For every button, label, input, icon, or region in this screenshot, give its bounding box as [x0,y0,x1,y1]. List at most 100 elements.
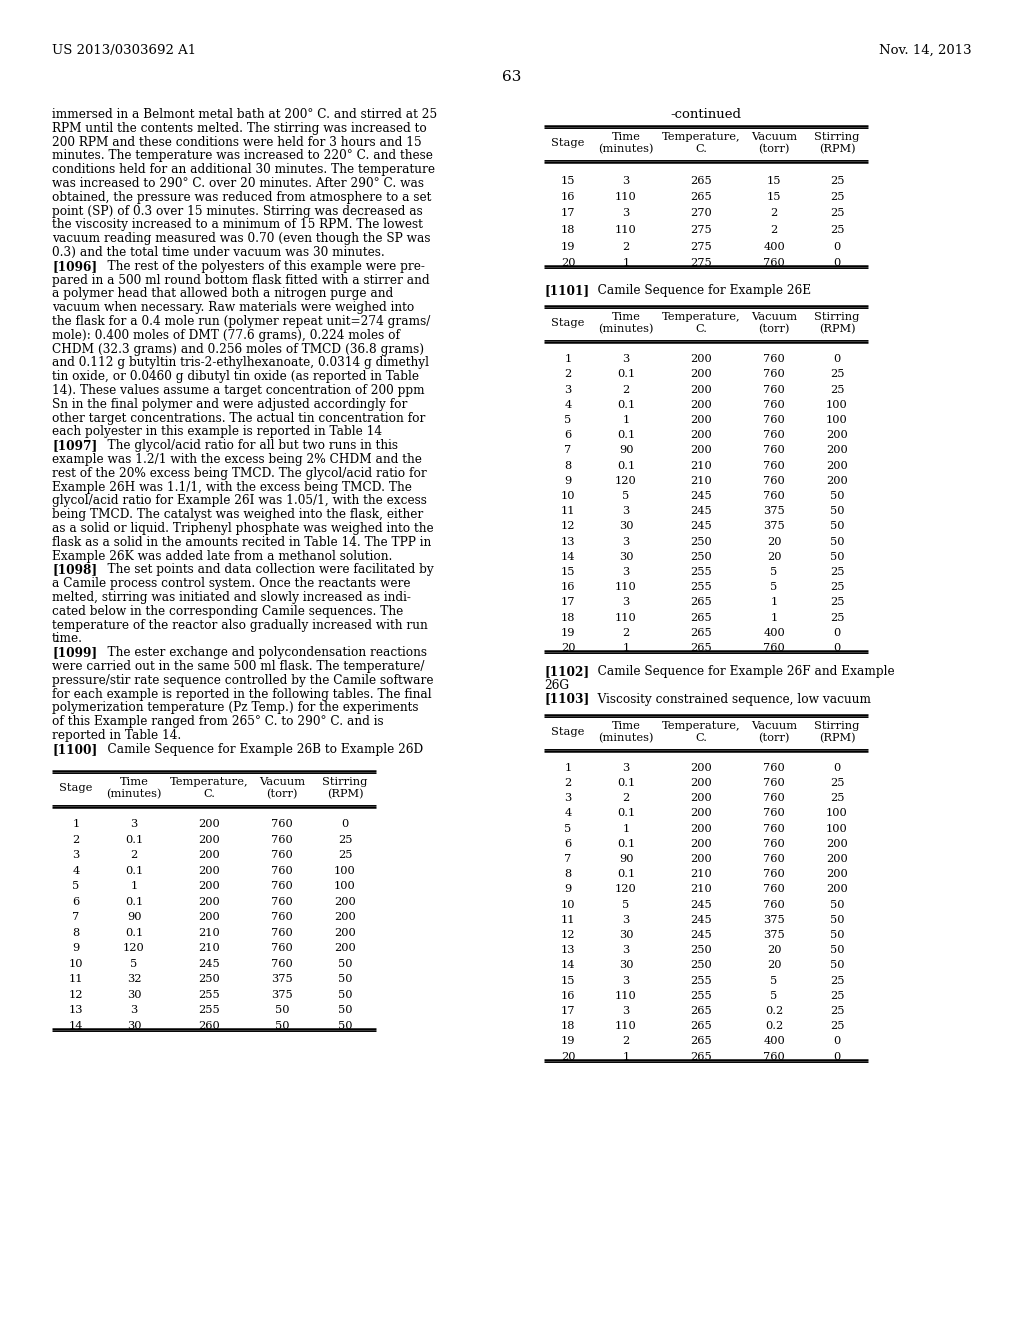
Text: 32: 32 [127,974,141,985]
Text: 245: 245 [690,521,712,532]
Text: 200: 200 [198,850,220,861]
Text: 400: 400 [763,1036,784,1047]
Text: 30: 30 [618,552,633,562]
Text: 3: 3 [623,568,630,577]
Text: 3: 3 [623,975,630,986]
Text: 25: 25 [829,612,844,623]
Text: 210: 210 [690,475,712,486]
Text: 250: 250 [690,537,712,546]
Text: 14: 14 [561,961,575,970]
Text: 5: 5 [623,900,630,909]
Text: 255: 255 [690,975,712,986]
Text: glycol/acid ratio for Example 26I was 1.05/1, with the excess: glycol/acid ratio for Example 26I was 1.… [52,495,427,507]
Text: was increased to 290° C. over 20 minutes. After 290° C. was: was increased to 290° C. over 20 minutes… [52,177,424,190]
Text: 1: 1 [623,824,630,834]
Text: 17: 17 [561,209,575,219]
Text: 200: 200 [334,942,356,953]
Text: 265: 265 [690,1052,712,1061]
Text: 15: 15 [767,176,781,186]
Text: 200: 200 [690,445,712,455]
Text: 210: 210 [690,461,712,471]
Text: 200: 200 [690,400,712,409]
Text: Sn in the final polymer and were adjusted accordingly for: Sn in the final polymer and were adjuste… [52,397,408,411]
Text: the viscosity increased to a minimum of 15 RPM. The lowest: the viscosity increased to a minimum of … [52,218,423,231]
Text: 200: 200 [690,808,712,818]
Text: 9: 9 [73,942,80,953]
Text: 30: 30 [127,990,141,999]
Text: 50: 50 [274,1020,289,1031]
Text: 760: 760 [763,763,784,772]
Text: a Camile process control system. Once the reactants were: a Camile process control system. Once th… [52,577,411,590]
Text: 50: 50 [829,931,844,940]
Text: [1103]: [1103] [544,693,589,706]
Text: 250: 250 [690,961,712,970]
Text: 0: 0 [834,628,841,638]
Text: 50: 50 [338,958,352,969]
Text: conditions held for an additional 30 minutes. The temperature: conditions held for an additional 30 min… [52,164,435,176]
Text: obtained, the pressure was reduced from atmosphere to a set: obtained, the pressure was reduced from … [52,191,431,203]
Text: 18: 18 [561,224,575,235]
Text: 2: 2 [564,777,571,788]
Text: 760: 760 [763,869,784,879]
Text: 25: 25 [829,793,844,803]
Text: 200: 200 [826,430,848,440]
Text: 0.1: 0.1 [125,834,143,845]
Text: 200: 200 [690,763,712,772]
Text: 20: 20 [767,537,781,546]
Text: 275: 275 [690,224,712,235]
Text: Vacuum: Vacuum [259,776,305,787]
Text: 255: 255 [690,568,712,577]
Text: (RPM): (RPM) [818,144,855,154]
Text: Temperature,: Temperature, [662,721,740,730]
Text: 11: 11 [69,974,83,985]
Text: 250: 250 [690,552,712,562]
Text: 760: 760 [763,461,784,471]
Text: 1: 1 [623,643,630,653]
Text: 25: 25 [829,582,844,593]
Text: 100: 100 [334,866,356,875]
Text: 760: 760 [271,820,293,829]
Text: 3: 3 [623,506,630,516]
Text: 3: 3 [73,850,80,861]
Text: 50: 50 [829,537,844,546]
Text: 17: 17 [561,598,575,607]
Text: 265: 265 [690,1006,712,1016]
Text: 7: 7 [564,445,571,455]
Text: 200: 200 [826,869,848,879]
Text: 265: 265 [690,598,712,607]
Text: CHDM (32.3 grams) and 0.256 moles of TMCD (36.8 grams): CHDM (32.3 grams) and 0.256 moles of TMC… [52,343,424,355]
Text: of this Example ranged from 265° C. to 290° C. and is: of this Example ranged from 265° C. to 2… [52,715,384,729]
Text: 110: 110 [615,612,637,623]
Text: vacuum when necessary. Raw materials were weighed into: vacuum when necessary. Raw materials wer… [52,301,415,314]
Text: 2: 2 [770,224,777,235]
Text: 25: 25 [829,370,844,379]
Text: polymerization temperature (Pz Temp.) for the experiments: polymerization temperature (Pz Temp.) fo… [52,701,419,714]
Text: 760: 760 [763,854,784,865]
Text: 9: 9 [564,884,571,895]
Text: tin oxide, or 0.0460 g dibutyl tin oxide (as reported in Table: tin oxide, or 0.0460 g dibutyl tin oxide… [52,370,419,383]
Text: 0.1: 0.1 [616,838,635,849]
Text: 760: 760 [763,838,784,849]
Text: Time: Time [611,721,640,730]
Text: 6: 6 [564,430,571,440]
Text: 0: 0 [834,242,841,252]
Text: 255: 255 [690,991,712,1001]
Text: 100: 100 [826,400,848,409]
Text: 760: 760 [271,850,293,861]
Text: C.: C. [695,144,707,154]
Text: 245: 245 [690,900,712,909]
Text: 50: 50 [829,521,844,532]
Text: 90: 90 [618,854,633,865]
Text: 2: 2 [623,1036,630,1047]
Text: 5: 5 [73,880,80,891]
Text: 0.1: 0.1 [616,461,635,471]
Text: 19: 19 [561,628,575,638]
Text: 760: 760 [763,793,784,803]
Text: 200: 200 [198,866,220,875]
Text: pared in a 500 ml round bottom flask fitted with a stirrer and: pared in a 500 ml round bottom flask fit… [52,273,430,286]
Text: (RPM): (RPM) [327,788,364,799]
Text: 760: 760 [271,912,293,923]
Text: 30: 30 [127,1020,141,1031]
Text: 8: 8 [564,461,571,471]
Text: 25: 25 [829,209,844,219]
